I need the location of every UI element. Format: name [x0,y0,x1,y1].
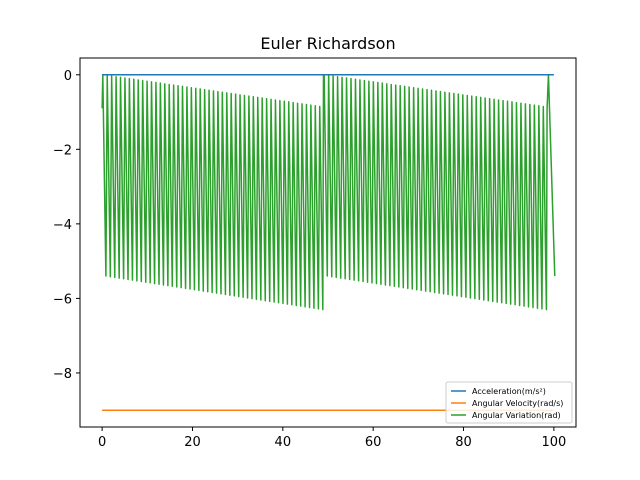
x-tick-label: 20 [184,435,201,450]
legend-label: Angular Velocity(rad/s) [472,399,563,408]
series-layer [101,74,556,411]
y-tick-label: −2 [53,143,72,158]
legend-label: Angular Variation(rad) [472,411,561,420]
legend: Acceleration(m/s²) Angular Velocity(rad/s… [445,381,573,424]
x-tick-label: 100 [541,435,566,450]
chart-title: Euler Richardson [260,34,395,53]
y-tick-label: 0 [64,69,72,84]
series-line-2 [101,74,556,311]
plot-area-frame [79,57,577,428]
legend-label: Acceleration(m/s²) [472,387,546,396]
x-axis: 0 20 40 60 80 100 [98,427,566,450]
y-tick-label: −6 [53,292,72,307]
y-tick-label: −4 [53,218,72,233]
y-tick-label: −8 [53,367,72,382]
x-tick-label: 80 [455,435,472,450]
x-tick-label: 40 [275,435,292,450]
legend-box [445,381,573,424]
x-tick-label: 60 [365,435,382,450]
x-tick-label: 0 [98,435,106,450]
y-axis: 0 −2 −4 −6 −8 [53,69,80,382]
